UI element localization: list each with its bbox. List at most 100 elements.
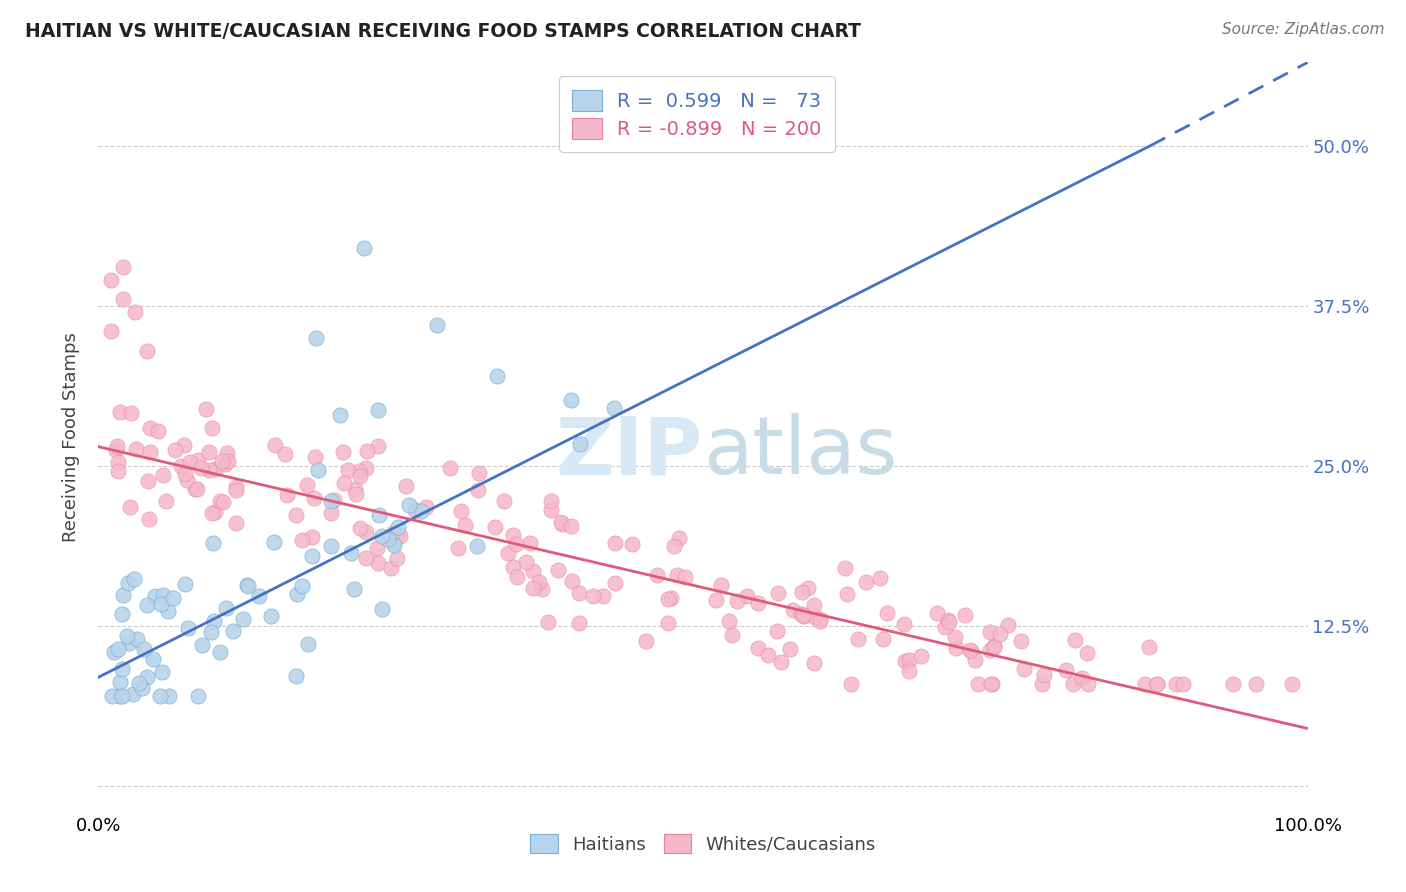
Point <box>1281 676 1303 690</box>
Point <box>157 690 180 704</box>
Text: Source: ZipAtlas.com: Source: ZipAtlas.com <box>1222 22 1385 37</box>
Point <box>938 615 960 629</box>
Point <box>187 453 209 467</box>
Point <box>404 502 426 516</box>
Point <box>897 664 920 678</box>
Point <box>349 521 371 535</box>
Point <box>530 582 553 596</box>
Point <box>725 594 748 608</box>
Point <box>191 638 214 652</box>
Point <box>592 589 614 603</box>
Point <box>808 614 831 628</box>
Point <box>110 607 132 621</box>
Point <box>179 455 201 469</box>
Point <box>834 561 856 575</box>
Point <box>323 493 346 508</box>
Point <box>263 534 285 549</box>
Point <box>333 476 356 491</box>
Point <box>953 607 976 622</box>
Point <box>371 602 394 616</box>
Point <box>108 675 131 690</box>
Point <box>162 591 184 605</box>
Point <box>354 524 377 539</box>
Point <box>770 655 793 669</box>
Text: HAITIAN VS WHITE/CAUCASIAN RECEIVING FOOD STAMPS CORRELATION CHART: HAITIAN VS WHITE/CAUCASIAN RECEIVING FOO… <box>25 22 862 41</box>
Point <box>782 603 804 617</box>
Point <box>366 541 388 555</box>
Point <box>195 402 218 417</box>
Point <box>128 676 150 690</box>
Point <box>454 517 477 532</box>
Point <box>217 453 239 467</box>
Point <box>208 494 231 508</box>
Point <box>1064 633 1087 648</box>
Point <box>190 460 212 475</box>
Point <box>983 640 1005 654</box>
Point <box>319 494 342 508</box>
Point <box>174 467 197 482</box>
Point <box>211 495 233 509</box>
Point <box>138 421 160 435</box>
Point <box>353 241 375 255</box>
Point <box>720 628 742 642</box>
Point <box>115 630 138 644</box>
Point <box>766 585 789 599</box>
Point <box>1077 676 1099 690</box>
Point <box>174 577 197 591</box>
Point <box>100 273 122 287</box>
Point <box>846 632 869 646</box>
Point <box>1135 676 1157 690</box>
Point <box>582 589 605 603</box>
Point <box>204 462 226 476</box>
Point <box>222 624 245 638</box>
Point <box>367 439 389 453</box>
Point <box>792 607 814 622</box>
Point <box>492 494 515 508</box>
Point <box>120 406 142 420</box>
Point <box>561 574 583 589</box>
Point <box>447 541 470 555</box>
Point <box>131 681 153 695</box>
Point <box>285 508 308 522</box>
Point <box>217 446 239 460</box>
Point <box>484 520 506 534</box>
Point <box>808 612 831 626</box>
Point <box>104 442 127 457</box>
Point <box>803 598 825 612</box>
Point <box>893 617 915 632</box>
Point <box>1244 676 1267 690</box>
Point <box>135 670 157 684</box>
Point <box>143 589 166 603</box>
Point <box>747 596 769 610</box>
Point <box>152 467 174 482</box>
Point <box>673 570 696 584</box>
Point <box>797 581 820 595</box>
Point <box>792 585 814 599</box>
Point <box>301 549 323 564</box>
Point <box>297 637 319 651</box>
Point <box>225 483 247 497</box>
Point <box>305 331 328 345</box>
Point <box>201 506 224 520</box>
Point <box>156 604 179 618</box>
Point <box>910 648 932 663</box>
Point <box>319 506 342 520</box>
Point <box>979 643 1001 657</box>
Point <box>274 447 297 461</box>
Point <box>112 588 135 602</box>
Point <box>603 536 626 550</box>
Point <box>138 512 160 526</box>
Point <box>560 392 582 407</box>
Point <box>343 582 366 596</box>
Point <box>108 405 131 419</box>
Y-axis label: Receiving Food Stamps: Receiving Food Stamps <box>62 332 80 542</box>
Point <box>295 477 318 491</box>
Point <box>988 627 1011 641</box>
Point <box>354 460 377 475</box>
Point <box>502 559 524 574</box>
Point <box>551 516 574 531</box>
Point <box>103 645 125 659</box>
Point <box>301 530 323 544</box>
Point <box>118 636 141 650</box>
Point <box>204 505 226 519</box>
